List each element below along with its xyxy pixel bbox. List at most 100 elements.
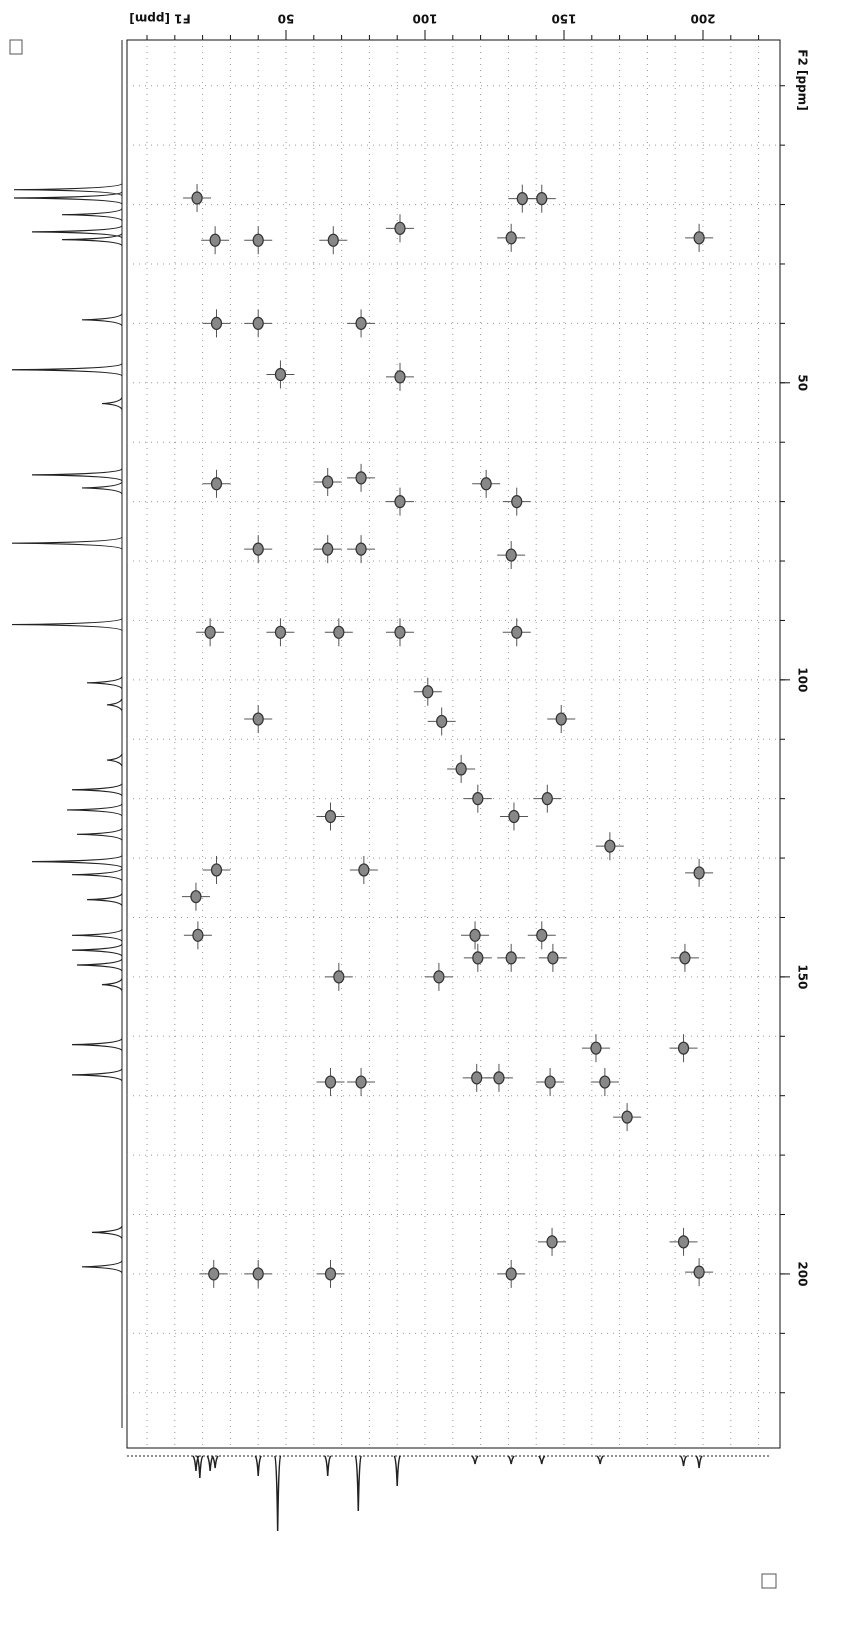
cross-peak [455,762,467,776]
cross-peak [599,1075,611,1089]
cross-peak [274,625,287,639]
cross-peak [471,1071,483,1085]
cross-peak [252,712,264,726]
cross-peak [210,316,223,330]
projection-peak [61,208,123,222]
x-axis-label: F1 [ppm] [129,12,190,26]
cross-peak [511,495,523,509]
projection-peak [11,618,123,632]
cross-peak [355,316,367,330]
cross-peak [536,192,548,206]
cross-peak [355,542,367,556]
y-tick-label: 150 [796,964,810,989]
cross-peak [333,970,345,984]
cross-peak [469,928,481,942]
cross-peak [190,890,202,904]
projection-peak [596,1455,604,1465]
cross-peak [511,625,523,639]
cross-peak [693,231,705,245]
projection-peak [71,928,123,942]
cross-peak [394,495,406,509]
cross-peak [505,1267,517,1281]
y-tick-label: 200 [796,1261,810,1286]
cross-peak [472,792,484,806]
projection-peak [101,397,123,410]
cross-peak [324,809,337,824]
cross-peak [493,1071,505,1085]
projection-peak [538,1455,546,1465]
y-axis-label: F2 [ppm] [796,49,810,110]
cross-peak [355,471,367,485]
projection-peak [273,1455,282,1532]
cross-peak [604,839,616,853]
projection-peak [11,536,123,550]
cross-peak [433,970,445,984]
projection-peak [354,1455,362,1512]
cross-peak [324,1075,337,1089]
cross-peak [679,951,691,965]
projection-peak [106,753,123,767]
cross-peak [472,951,484,965]
x-tick-label: 150 [551,12,576,26]
projection-peak [76,827,123,841]
projection-peak [81,313,123,327]
cross-peak [555,712,567,726]
projection-peak [66,803,123,817]
cross-peak [210,477,223,491]
projection-peak [71,868,123,882]
x-tick-label: 200 [690,12,715,26]
projection-peak [471,1455,479,1465]
projection-peak [211,1455,219,1469]
cross-peak [621,1110,633,1124]
projection-peak [61,233,123,247]
cross-peak [358,863,370,877]
projection-peak [91,1225,123,1239]
projection-peak [81,481,123,495]
y-tick-label: 100 [796,667,810,692]
cross-peak [505,951,517,965]
cross-peak [547,951,559,965]
cross-peak [505,231,517,245]
projection-peak [206,1455,214,1472]
x-tick-label: 50 [278,12,295,26]
projection-peak [71,943,123,957]
cross-peak [508,809,520,824]
projection-peak [86,676,123,690]
projection-peak [507,1455,515,1465]
cross-peak [210,863,223,877]
projection-peak [81,1260,123,1274]
cross-peak [677,1235,690,1249]
cross-peak [252,233,264,247]
projection-peak [31,855,123,869]
cross-peak [192,928,204,942]
cross-peak [252,316,264,330]
cross-peak [544,1075,556,1089]
cross-peak [252,542,264,556]
projection-peak [13,191,123,205]
projection-peak [679,1455,688,1467]
cross-peak [480,477,492,491]
cross-peak [541,792,553,806]
projection-peak [101,978,123,991]
projection-peak [71,1038,123,1052]
cross-peak [590,1041,602,1055]
projection-peak [76,958,123,972]
projection-peak [71,1068,123,1082]
projection-peak [393,1455,401,1487]
cross-peak [355,1075,367,1089]
cross-peak [191,191,203,205]
cross-peak [677,1041,690,1055]
cross-peak [252,1267,264,1281]
cross-peak [693,866,705,880]
projection-peak [196,1455,204,1479]
cross-peak [516,192,528,206]
projection-peak [31,468,123,482]
projection-peak [324,1455,332,1477]
projection-peak [254,1455,262,1477]
cross-peak [394,625,406,639]
cross-peak [422,685,434,699]
cross-peak [274,367,287,382]
projection-peak [31,225,123,239]
plot-frame [126,39,781,1449]
